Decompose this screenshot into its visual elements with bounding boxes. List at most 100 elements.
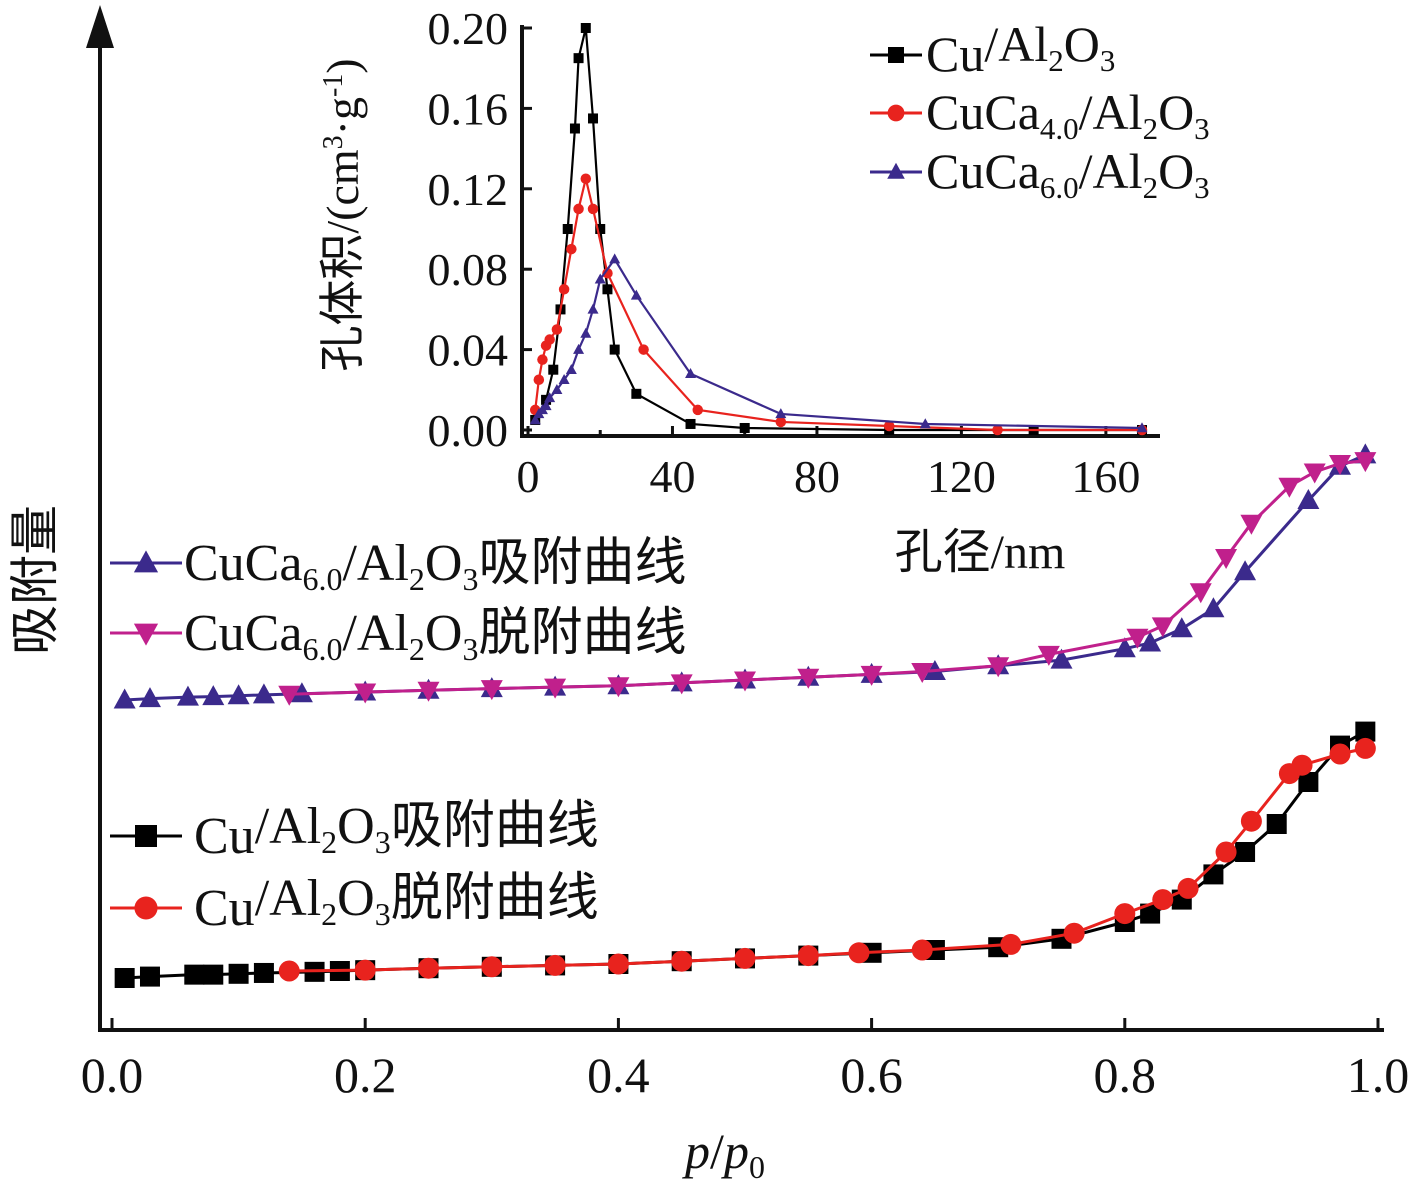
data-point (418, 957, 439, 979)
data-point (114, 968, 135, 988)
data-point (734, 671, 756, 692)
main-legend-label: CuCa6.0/Al2O3脱附曲线 (184, 605, 686, 667)
data-point (290, 682, 313, 703)
data-point (1202, 597, 1225, 618)
data-point (138, 687, 161, 708)
main-legend-item-3: Cu/Al2O3脱附曲线 (110, 870, 599, 937)
main-x-tick-label: 0.8 (1094, 1047, 1157, 1103)
data-point (278, 960, 300, 982)
data-point (775, 408, 787, 419)
data-point (734, 947, 756, 969)
main-legend-label: Cu/Al2O3脱附曲线 (194, 870, 599, 937)
data-point (685, 418, 696, 429)
main-y-axis-label: 吸附量 (7, 505, 63, 655)
data-point (139, 966, 160, 987)
data-point (565, 363, 577, 374)
data-point (1355, 721, 1376, 742)
data-point (354, 959, 376, 981)
legend-marker (133, 550, 159, 573)
data-point (1114, 903, 1136, 925)
data-point (227, 684, 250, 705)
main-x-tick-label: 1.0 (1347, 1047, 1410, 1103)
inset-legend-item-0: Cu/Al2O3 (870, 16, 1115, 82)
data-point (354, 683, 377, 704)
inset-legend-label: CuCa4.0/Al2O3 (926, 84, 1210, 146)
data-point (544, 678, 567, 699)
inset-y-tick-label: 0.04 (428, 325, 509, 376)
main-legend: CuCa6.0/Al2O3吸附曲线 CuCa6.0/Al2O3脱附曲线 Cu/Al2… (110, 535, 686, 937)
data-point (202, 685, 225, 706)
data-point (1037, 645, 1060, 666)
data-point (631, 388, 642, 399)
data-point (883, 420, 895, 432)
main-series-3 (278, 452, 1377, 706)
inset-ticks: 0 40 80 120 160 0.00 0.04 0.08 0.12 0.16 0.20 (428, 3, 1141, 502)
series-line (289, 459, 1366, 696)
main-legend-item-1: CuCa6.0/Al2O3脱附曲线 (110, 605, 686, 667)
series-line (534, 178, 1142, 432)
data-point (588, 113, 599, 124)
main-legend-item-2: Cu/Al2O3吸附曲线 (110, 798, 599, 865)
main-x-axis-label: p/p0 (682, 1123, 765, 1181)
inset-x-tick-label: 80 (794, 451, 840, 502)
data-point (1240, 514, 1263, 535)
data-point (580, 173, 592, 184)
data-point (775, 416, 787, 428)
data-point (1266, 814, 1287, 834)
data-point (1170, 617, 1193, 638)
data-point (558, 284, 570, 295)
data-point (480, 680, 503, 701)
data-point (1235, 842, 1256, 862)
data-point (569, 123, 580, 134)
inset-x-tick-label: 0 (517, 451, 540, 502)
main-x-ticks: 0.0 0.2 0.4 0.6 0.8 1.0 (81, 1018, 1410, 1103)
data-point (1177, 877, 1199, 899)
data-point (1297, 489, 1320, 509)
data-point (252, 683, 275, 704)
data-point (548, 364, 559, 375)
data-point (797, 668, 820, 689)
data-point (1139, 631, 1162, 652)
data-point (529, 414, 541, 425)
data-point (1203, 864, 1224, 885)
data-point (417, 681, 440, 702)
series-line (534, 27, 1142, 432)
data-point (609, 344, 620, 355)
data-point (602, 267, 613, 279)
data-point (278, 685, 301, 706)
data-point (562, 224, 573, 234)
inset-y-tick-label: 0.00 (428, 405, 509, 456)
data-point (848, 942, 870, 964)
data-point (481, 956, 503, 978)
data-point (739, 422, 750, 433)
data-point (1329, 454, 1352, 475)
data-point (1278, 477, 1301, 498)
data-point (1152, 889, 1174, 911)
series-line (534, 257, 1143, 430)
main-legend-label: CuCa6.0/Al2O3吸附曲线 (184, 535, 686, 597)
data-point (558, 374, 570, 384)
data-point (540, 400, 552, 411)
inset-y-tick-label: 0.12 (428, 164, 509, 215)
inset-y-tick-label: 0.08 (428, 244, 509, 295)
main-series-group (113, 443, 1377, 988)
inset-x-tick-label: 120 (927, 451, 996, 502)
data-point (1354, 452, 1377, 473)
data-point (1234, 560, 1257, 581)
inset-legend-label: Cu/Al2O3 (926, 16, 1115, 82)
data-point (544, 334, 555, 345)
data-point (1151, 617, 1174, 638)
data-point (573, 343, 585, 354)
inset-y-axis-label: 孔体积/(cm3·g-1) (317, 58, 368, 371)
data-point (1240, 810, 1262, 832)
main-x-tick-label: 0.2 (334, 1047, 397, 1103)
legend-marker (888, 47, 904, 63)
inset-y-tick-label: 0.16 (428, 83, 509, 134)
data-point (987, 657, 1010, 678)
legend-marker (887, 104, 905, 122)
series-line (289, 746, 1366, 973)
inset-x-axis-label: 孔径/nm (895, 526, 1066, 579)
inset-legend-item-2: CuCa6.0/Al2O3 (870, 143, 1210, 205)
